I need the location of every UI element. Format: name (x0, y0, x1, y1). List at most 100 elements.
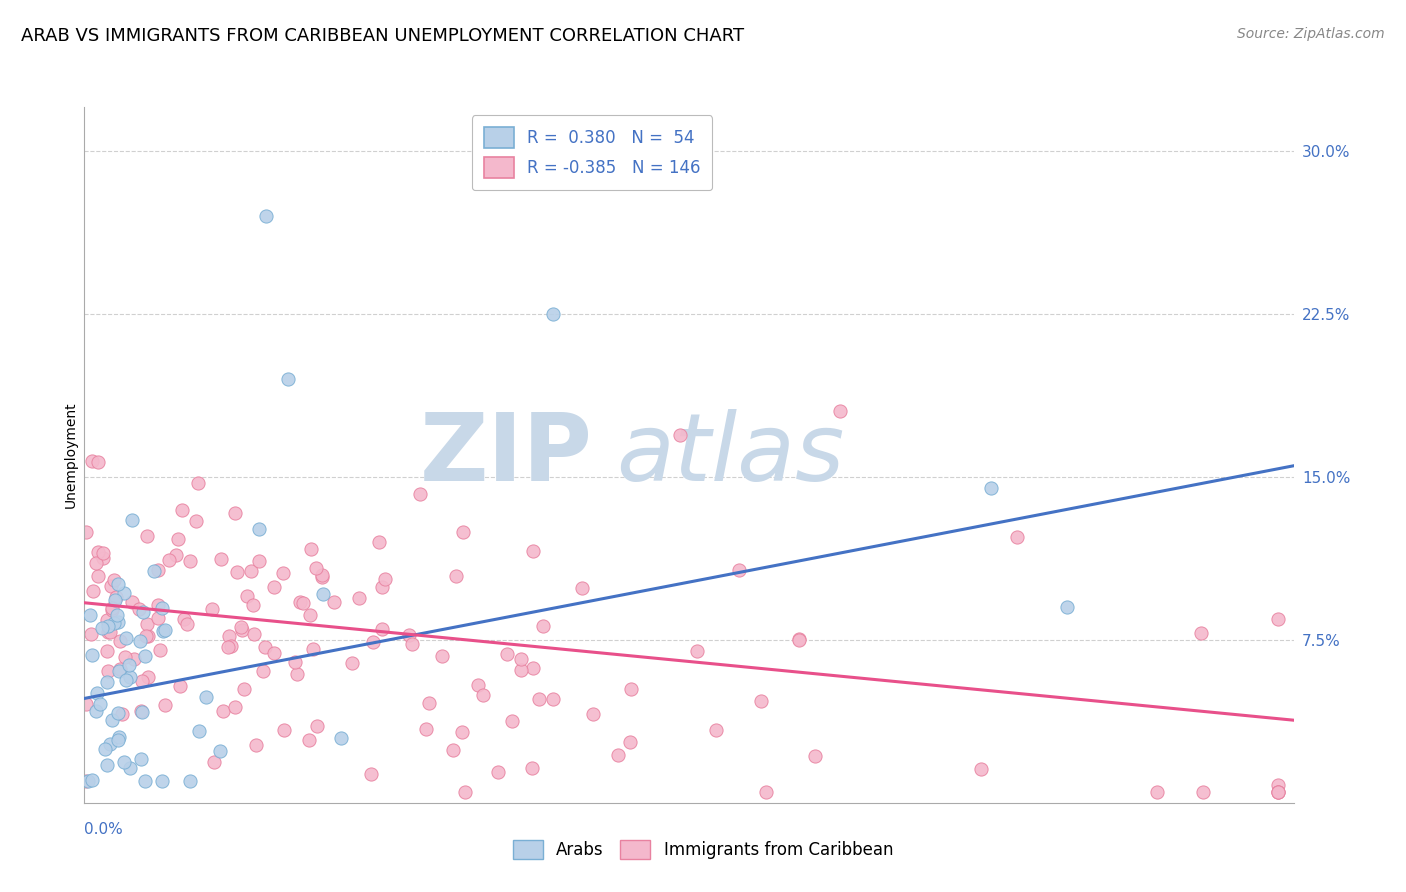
Point (472, 688, 495, 702)
Point (1267, 785, 1289, 799)
Point (108, 664, 131, 678)
Point (131, 705, 153, 719)
Point (103, 573, 125, 587)
Point (312, 587, 335, 601)
Point (122, 652, 145, 666)
Point (541, 692, 564, 706)
Point (165, 548, 187, 562)
Point (361, 634, 384, 648)
Point (134, 774, 156, 789)
Point (94, 742, 117, 756)
Point (273, 566, 295, 581)
Point (97, 625, 120, 640)
Point (212, 705, 235, 719)
Point (305, 561, 328, 575)
Text: ZIP: ZIP (419, 409, 592, 501)
Point (243, 627, 266, 641)
Legend: R =  0.380   N =  54, R = -0.385   N = 146: R = 0.380 N = 54, R = -0.385 N = 146 (472, 115, 713, 190)
Point (172, 503, 194, 517)
Point (430, 649, 453, 664)
Point (155, 624, 177, 638)
Point (202, 755, 225, 769)
Point (80, 772, 103, 787)
Point (231, 624, 253, 638)
Point (453, 525, 475, 540)
Point (217, 640, 239, 654)
Point (1189, 625, 1212, 640)
Point (299, 608, 322, 623)
Point (208, 744, 231, 758)
Point (176, 616, 198, 631)
Point (100, 603, 122, 617)
Point (87, 545, 110, 559)
Point (371, 623, 394, 637)
Point (311, 568, 333, 582)
Point (96, 675, 118, 690)
Point (136, 529, 159, 543)
Point (418, 696, 440, 710)
Point (86, 556, 108, 570)
Point (128, 602, 150, 616)
Point (112, 586, 135, 600)
Point (401, 637, 423, 651)
Text: ARAB VS IMMIGRANTS FROM CARIBBEAN UNEMPLOYMENT CORRELATION CHART: ARAB VS IMMIGRANTS FROM CARIBBEAN UNEMPL… (21, 27, 744, 45)
Point (1056, 600, 1078, 615)
Point (136, 629, 159, 643)
Point (100, 713, 122, 727)
Point (77, 774, 100, 789)
Point (284, 655, 307, 669)
Point (541, 307, 564, 321)
Point (150, 600, 173, 615)
Point (1192, 785, 1215, 799)
Point (787, 633, 810, 648)
Point (668, 428, 690, 442)
Point (980, 481, 1002, 495)
Point (522, 661, 544, 675)
Point (84, 705, 107, 719)
Point (444, 569, 467, 583)
Point (82, 584, 104, 599)
Point (830, 404, 852, 418)
Point (82, 648, 104, 662)
Point (302, 642, 325, 657)
Point (201, 601, 224, 615)
Point (441, 743, 464, 757)
Point (1267, 611, 1289, 625)
Point (96, 613, 118, 627)
Point (1267, 785, 1289, 799)
Point (305, 719, 328, 733)
Point (221, 639, 243, 653)
Point (96, 644, 118, 658)
Point (80, 627, 103, 641)
Point (970, 762, 993, 776)
Text: atlas: atlas (616, 409, 845, 500)
Point (340, 656, 363, 670)
Point (149, 642, 172, 657)
Point (157, 552, 180, 566)
Point (103, 615, 125, 630)
Point (247, 554, 270, 568)
Point (155, 698, 177, 712)
Point (347, 591, 370, 605)
Point (236, 590, 259, 604)
Point (686, 644, 709, 658)
Point (273, 723, 295, 738)
Point (131, 674, 153, 689)
Point (323, 595, 346, 609)
Point (619, 734, 641, 748)
Point (367, 534, 389, 549)
Point (120, 761, 142, 775)
Point (398, 628, 420, 642)
Point (146, 563, 169, 577)
Point (728, 563, 751, 577)
Point (115, 673, 138, 687)
Point (242, 599, 264, 613)
Point (360, 767, 382, 781)
Point (467, 678, 489, 692)
Point (90, 621, 112, 635)
Point (415, 722, 437, 736)
Point (520, 761, 543, 775)
Point (97, 664, 120, 678)
Point (1267, 785, 1289, 799)
Point (232, 682, 254, 697)
